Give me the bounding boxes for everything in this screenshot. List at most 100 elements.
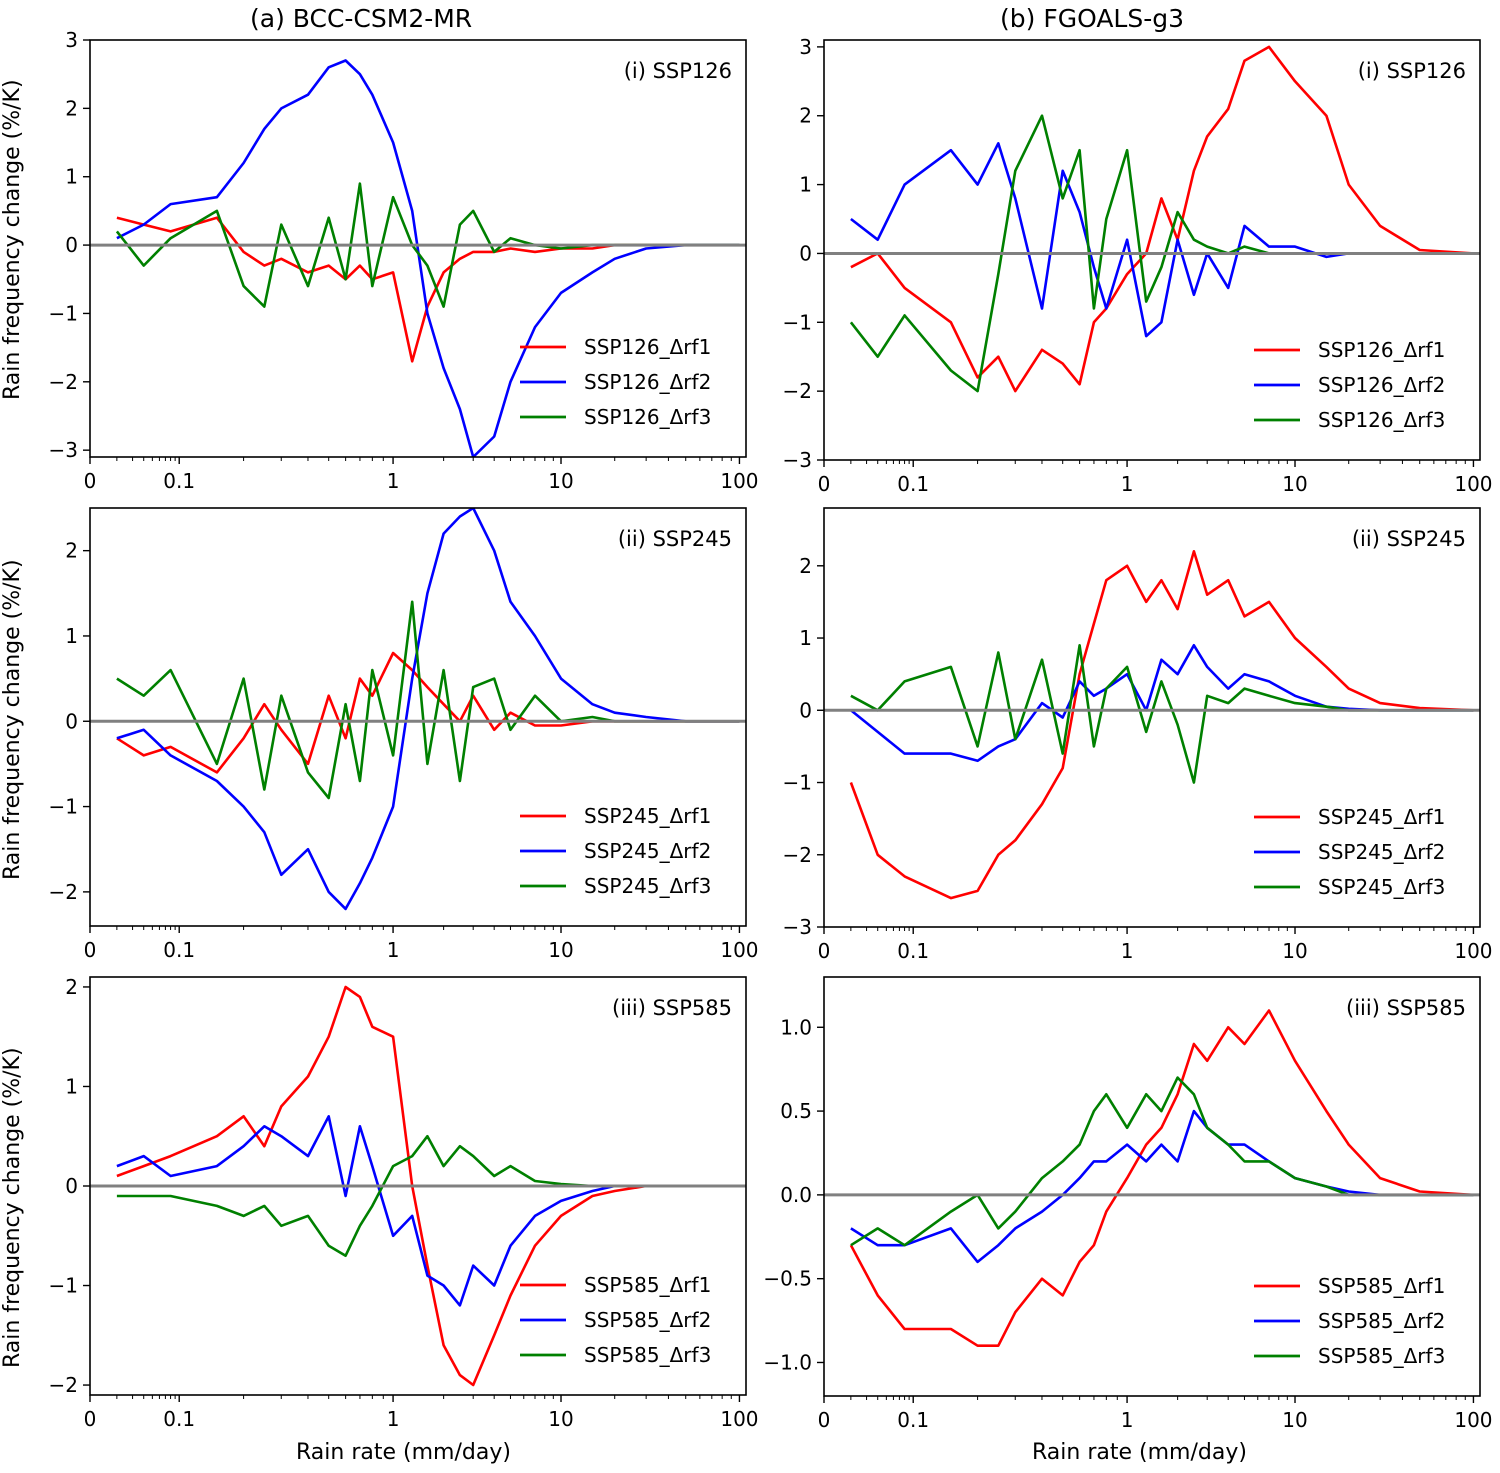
x-tick-label: 0 — [818, 472, 831, 496]
y-tick-label: 0 — [799, 698, 812, 722]
series-group — [90, 59, 746, 457]
panel-title: (ii) SSP245 — [1352, 527, 1466, 551]
series-line-rf1 — [116, 216, 740, 363]
axes-frame — [89, 507, 747, 927]
panel-b-i: −3 −2 −1 0 1 2 3 0 0.1 1 10 100 (i) SSP126 SSP126_Δrf… — [783, 35, 1493, 496]
series-line-rf2 — [116, 508, 740, 911]
legend-label-rf3: SSP126_Δrf3 — [1318, 408, 1445, 432]
legend-label-rf2: SSP126_Δrf2 — [584, 370, 711, 394]
x-tick-label: 1 — [1121, 939, 1134, 963]
panel-title: (iii) SSP585 — [1346, 996, 1466, 1020]
y-tick-label: −1 — [49, 301, 78, 325]
y-tick-label: 1 — [65, 1074, 78, 1098]
legend-label-rf3: SSP245_Δrf3 — [1318, 875, 1445, 899]
panel-title: (iii) SSP585 — [612, 996, 732, 1020]
y-tick-label: 2 — [65, 975, 78, 999]
y-tick-label: 1 — [799, 173, 812, 197]
series-group — [90, 508, 746, 911]
legend-label-rf2: SSP245_Δrf2 — [1318, 840, 1445, 864]
column-title-b: (b) FGOALS-g3 — [1000, 4, 1185, 33]
y-tick-label: 2 — [65, 539, 78, 563]
column-title-a: (a) BCC-CSM2-MR — [250, 4, 473, 33]
axes-frame — [89, 39, 747, 458]
y-tick-label: 0.0 — [780, 1183, 812, 1207]
x-tick-label: 0.1 — [163, 1407, 195, 1431]
y-tick-label: 2 — [65, 96, 78, 120]
series-line-rf2 — [116, 59, 740, 457]
y-tick-label: −2 — [783, 379, 812, 403]
series-line-rf3 — [116, 1134, 740, 1257]
series-line-rf1 — [849, 1009, 1474, 1347]
legend-label-rf1: SSP245_Δrf1 — [584, 804, 711, 828]
x-tick-label: 10 — [1282, 472, 1307, 496]
y-tick-label: 0.5 — [780, 1099, 812, 1123]
y-tick-label: −1.0 — [763, 1350, 812, 1374]
legend-label-rf2: SSP245_Δrf2 — [584, 839, 711, 863]
x-tick-label: 0 — [84, 938, 97, 962]
x-tick-label: 100 — [1454, 1408, 1492, 1432]
panel-a-iii: −2 −1 0 1 2 0 0.1 1 10 100 (iii) SSP585 SSP585_Δrf1… — [49, 975, 759, 1431]
series-group — [90, 985, 746, 1387]
y-tick-label: −3 — [49, 438, 78, 462]
axes-frame — [823, 976, 1481, 1397]
y-tick-label: −1 — [783, 771, 812, 795]
series-line-rf3 — [116, 600, 740, 800]
y-tick-label: −2 — [49, 370, 78, 394]
series-line-rf2 — [850, 142, 1474, 338]
x-tick-label: 0 — [84, 469, 97, 493]
legend-label-rf3: SSP585_Δrf3 — [584, 1343, 711, 1367]
y-tick-label: 1.0 — [780, 1015, 812, 1039]
legend-label-rf3: SSP126_Δrf3 — [584, 405, 711, 429]
panel-title: (ii) SSP245 — [618, 527, 732, 551]
x-tick-label: 100 — [1454, 472, 1492, 496]
y-tick-label: 1 — [65, 165, 78, 189]
x-tick-label: 10 — [548, 938, 573, 962]
legend-label-rf3: SSP585_Δrf3 — [1318, 1344, 1445, 1368]
legend-label-rf1: SSP126_Δrf1 — [584, 335, 711, 359]
legend-label-rf3: SSP245_Δrf3 — [584, 874, 711, 898]
x-tick-label: 100 — [1454, 939, 1492, 963]
y-tick-label: 0 — [65, 709, 78, 733]
axes-frame — [823, 507, 1481, 928]
x-tick-label: 1 — [387, 938, 400, 962]
x-tick-label: 100 — [720, 1407, 758, 1431]
y-tick-label: 0 — [799, 241, 812, 265]
x-tick-label: 0.1 — [897, 939, 929, 963]
legend-label-rf2: SSP126_Δrf2 — [1318, 373, 1445, 397]
legend-label-rf1: SSP585_Δrf1 — [1318, 1274, 1445, 1298]
series-group — [824, 45, 1480, 393]
series-line-rf2 — [850, 1109, 1474, 1264]
x-tick-label: 1 — [387, 1407, 400, 1431]
y-tick-label: 1 — [799, 626, 812, 650]
y-tick-label: −1 — [49, 795, 78, 819]
xlabel-b: Rain rate (mm/day) — [1032, 1440, 1247, 1465]
series-line-rf2 — [116, 1115, 740, 1307]
y-tick-label: 2 — [799, 554, 812, 578]
x-tick-label: 1 — [1121, 1408, 1134, 1432]
x-tick-label: 1 — [387, 469, 400, 493]
series-line-rf3 — [850, 1076, 1474, 1247]
panel-b-ii: −3 −2 −1 0 1 2 0 0.1 1 10 100 (ii) SSP245 SSP245_Δrf… — [783, 507, 1493, 963]
series-group — [824, 549, 1480, 900]
y-tick-label: 1 — [65, 624, 78, 648]
x-tick-label: 0.1 — [163, 469, 195, 493]
x-tick-label: 0.1 — [897, 472, 929, 496]
x-tick-label: 0.1 — [163, 938, 195, 962]
y-tick-label: 3 — [799, 35, 812, 59]
y-tick-label: −0.5 — [763, 1267, 812, 1291]
x-tick-label: 0 — [84, 1407, 97, 1431]
x-tick-label: 100 — [720, 469, 758, 493]
x-tick-label: 10 — [1282, 939, 1307, 963]
x-tick-label: 10 — [548, 1407, 573, 1431]
legend-label-rf1: SSP585_Δrf1 — [584, 1273, 711, 1297]
y-tick-label: −2 — [49, 1373, 78, 1397]
panel-title: (i) SSP126 — [624, 59, 732, 83]
y-tick-label: −2 — [783, 843, 812, 867]
y-tick-label: −1 — [783, 310, 812, 334]
x-tick-label: 0 — [818, 939, 831, 963]
panel-a-i: −3 −2 −1 0 1 2 3 0 0.1 1 10 100 (i) SSP126 SSP126_Δrf… — [49, 28, 759, 493]
y-tick-label: 3 — [65, 28, 78, 52]
x-tick-label: 0.1 — [897, 1408, 929, 1432]
